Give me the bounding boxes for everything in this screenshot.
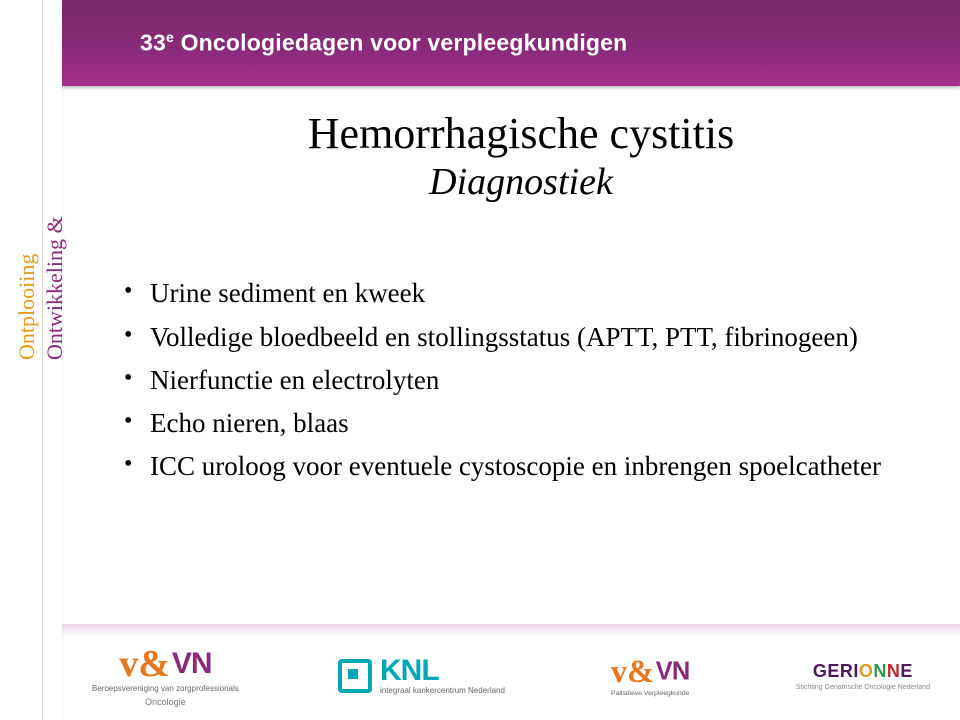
ger-tail: E — [900, 661, 913, 681]
bullet-item: Volledige bloedbeeld en stollingsstatus … — [122, 318, 920, 357]
vvn2-sub: Palliatieve Verpleegkunde — [611, 689, 689, 696]
vvn2-amp: v& — [611, 655, 654, 687]
header-ordinal: e — [166, 29, 174, 45]
slide-subtitle: Diagnostiek — [122, 160, 920, 204]
vvn-sub: Beroepsvereniging van zorgprofessionals — [92, 685, 239, 694]
footer-band: v&VN Beroepsvereniging van zorgprofessio… — [62, 624, 960, 720]
ger-o: O — [859, 661, 874, 681]
vvn-amp: v& — [119, 645, 170, 683]
ger-n1: N — [873, 661, 887, 681]
logo-row: v&VN Beroepsvereniging van zorgprofessio… — [62, 640, 960, 720]
vvn2-name: VN — [656, 659, 690, 685]
header-title-text: Oncologiedagen voor verpleegkundigen — [174, 30, 627, 56]
vvn-name: VN — [172, 649, 212, 679]
bullet-item: Urine sediment en kweek — [122, 274, 920, 313]
slide-title: Hemorrhagische cystitis — [122, 110, 920, 158]
bullet-item: Nierfunctie en electrolyten — [122, 361, 920, 400]
logo-knl: KNL integraal kankercentrum Nederland — [338, 656, 505, 695]
bullet-item: Echo nieren, blaas — [122, 404, 920, 443]
logo-vvn: v&VN Beroepsvereniging van zorgprofessio… — [92, 645, 239, 708]
header-bar: 33e Oncologiedagen voor verpleegkundigen — [62, 0, 960, 86]
rail-divider — [42, 0, 43, 720]
logo-gerionne: GERIONNE Stichting Geriatrische Oncologi… — [796, 661, 930, 691]
vvn-category: Oncologie — [145, 697, 186, 707]
bullet-list: Urine sediment en kweek Volledige bloedbe… — [122, 274, 920, 486]
knl-block: KNL integraal kankercentrum Nederland — [338, 656, 505, 695]
knl-icon — [338, 659, 372, 693]
knl-side: integraal kankercentrum Nederland — [380, 686, 505, 695]
left-rail: Ontplooiing Ontwikkeling & — [0, 0, 62, 720]
ger-sub: Stichting Geriatrische Oncologie Nederla… — [796, 684, 930, 691]
logo-vvn2: v&VN Palliatieve Verpleegkunde — [611, 655, 689, 696]
vvn2-mark: v&VN — [611, 655, 689, 687]
rail-text-ontplooiing: Ontplooiing — [14, 254, 40, 360]
slide-body: Hemorrhagische cystitis Diagnostiek Urin… — [62, 86, 960, 624]
rail-text-ontwikkeling: Ontwikkeling & — [42, 216, 68, 360]
ger-part1: GERI — [813, 661, 859, 681]
bullet-item: ICC uroloog voor eventuele cystoscopie e… — [122, 447, 920, 486]
footer-gradient — [62, 624, 960, 636]
ger-n2: N — [887, 661, 901, 681]
ger-name: GERIONNE — [813, 661, 913, 682]
header-title: 33e Oncologiedagen voor verpleegkundigen — [140, 29, 627, 57]
header-number: 33 — [140, 30, 166, 56]
knl-name: KNL — [380, 656, 505, 686]
vvn-mark: v&VN — [119, 645, 211, 683]
